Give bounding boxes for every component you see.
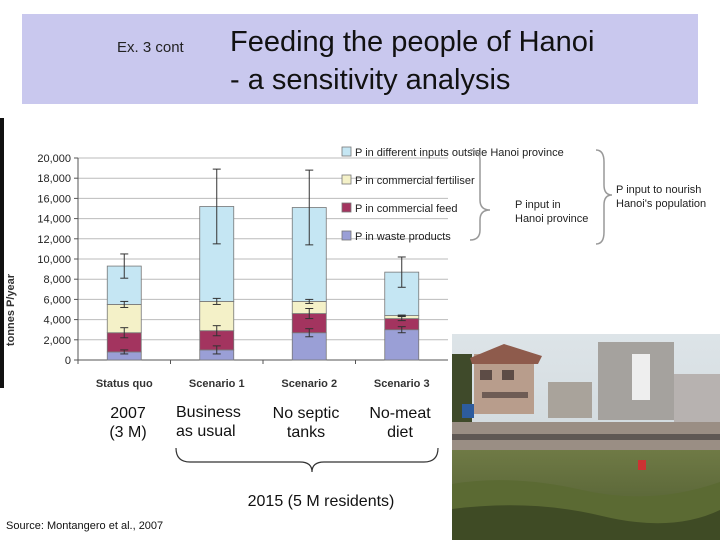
scenario-label-line: 2007 — [110, 405, 146, 422]
y-axis-ticks: 0 2,000 4,000 6,000 8,000 10,000 12,000 14,000 1… — [37, 153, 78, 367]
scenario-label-2007: 2007 (3 M) — [98, 404, 158, 442]
source-citation: Source: Montangero et al., 2007 — [6, 520, 164, 532]
scenario-label-line: diet — [387, 424, 413, 441]
y-tick-label: 18,000 — [37, 173, 71, 185]
bracket-outer — [595, 149, 613, 245]
legend-label: P in commercial feed — [355, 203, 458, 215]
bracket-label-population-1: P input to nourish — [616, 184, 701, 196]
bar-segment — [384, 329, 420, 361]
scenario-label-no-meat: No-meat diet — [360, 404, 440, 442]
photo-hanoi-village-gardens — [452, 334, 720, 540]
slide-title-line-2: - a sensitivity analysis — [230, 64, 511, 96]
title-band — [22, 14, 698, 104]
bracket-label-population-2: Hanoi's population — [616, 198, 706, 210]
y-tick-label: 8,000 — [43, 274, 71, 286]
scenario-label-line: as usual — [176, 423, 236, 440]
legend-label: P in different inputs outside Hanoi prov… — [355, 147, 564, 159]
scenario-label-business: Business as usual — [176, 403, 241, 441]
scenario-year-label: 2015 (5 M residents) — [247, 493, 395, 510]
scenario-brace — [175, 447, 439, 473]
exercise-label: Ex. 3 cont — [117, 39, 184, 56]
legend-label: P in commercial fertiliser — [355, 175, 475, 187]
bracket-inner — [469, 149, 491, 241]
scenario-label-line: (3 M) — [109, 424, 147, 441]
scenario-label-line: No septic — [272, 405, 340, 422]
y-tick-label: 4,000 — [43, 315, 71, 327]
legend-label: P in waste products — [355, 231, 451, 243]
legend-swatch — [341, 174, 352, 185]
y-tick-label: 12,000 — [37, 234, 71, 246]
y-tick-label: 2,000 — [43, 335, 71, 347]
chart-error-bars — [120, 168, 406, 355]
chart-bars — [106, 206, 420, 361]
bracket-label-hanoi-2: Hanoi province — [515, 213, 588, 225]
y-tick-label: 14,000 — [37, 214, 71, 226]
scenario-label-line: Business — [176, 404, 241, 421]
legend-swatch — [341, 230, 352, 241]
x-axis-ticks: Status quo Scenario 1 Scenario 2 Scenario 3 — [77, 360, 430, 390]
y-tick-label: 10,000 — [37, 254, 71, 266]
y-tick-label: 6,000 — [43, 294, 71, 306]
y-tick-label: 0 — [65, 355, 71, 367]
legend-swatch — [341, 146, 352, 157]
scenario-label-line: No-meat — [369, 405, 431, 422]
scenario-label-no-septic: No septic tanks — [266, 404, 346, 442]
legend-swatch — [341, 202, 352, 213]
chart-legend: P in different inputs outside Hanoi prov… — [341, 146, 564, 243]
bracket-label-hanoi-1: P input in — [515, 199, 561, 211]
x-tick-label: Scenario 2 — [281, 378, 337, 390]
x-tick-label: Scenario 1 — [189, 378, 245, 390]
scenario-label-line: tanks — [286, 424, 326, 441]
phosphorus-input-chart: 0 2,000 4,000 6,000 8,000 10,000 12,000 14,000 1… — [0, 118, 706, 473]
x-tick-label: Scenario 3 — [374, 378, 430, 390]
slide-title-line-1: Feeding the people of Hanoi — [230, 26, 595, 58]
y-axis-label: tonnes P/year — [5, 273, 17, 346]
left-edge-bar — [0, 118, 4, 388]
y-tick-label: 16,000 — [37, 193, 71, 205]
x-tick-label: Status quo — [96, 378, 153, 390]
y-tick-label: 20,000 — [37, 153, 71, 165]
photo-illustration — [452, 334, 720, 540]
